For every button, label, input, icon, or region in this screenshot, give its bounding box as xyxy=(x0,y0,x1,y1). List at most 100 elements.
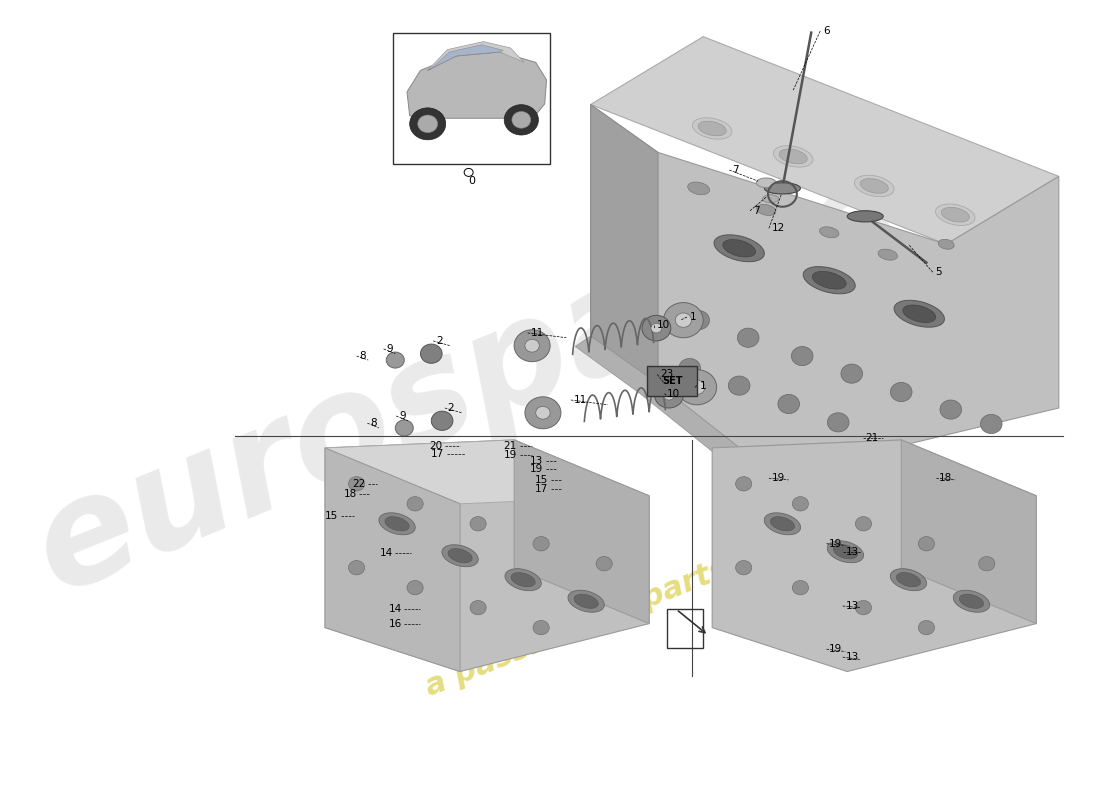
Circle shape xyxy=(827,413,849,432)
Text: 13: 13 xyxy=(846,546,859,557)
Text: 19: 19 xyxy=(829,644,843,654)
Circle shape xyxy=(525,397,561,429)
Ellipse shape xyxy=(385,517,409,531)
Ellipse shape xyxy=(568,590,604,612)
Text: 9: 9 xyxy=(386,344,393,354)
Ellipse shape xyxy=(847,210,883,222)
Text: 0: 0 xyxy=(468,176,475,186)
Polygon shape xyxy=(712,440,1036,504)
Text: 19: 19 xyxy=(771,474,785,483)
Ellipse shape xyxy=(757,205,776,215)
Ellipse shape xyxy=(896,573,921,587)
Ellipse shape xyxy=(942,207,969,222)
Text: 5: 5 xyxy=(935,267,942,278)
Ellipse shape xyxy=(855,175,894,197)
Circle shape xyxy=(737,328,759,347)
Circle shape xyxy=(534,537,549,551)
Ellipse shape xyxy=(860,178,889,194)
Circle shape xyxy=(675,313,692,327)
Circle shape xyxy=(979,557,994,571)
Circle shape xyxy=(596,557,613,571)
Ellipse shape xyxy=(834,545,858,559)
Ellipse shape xyxy=(512,573,536,587)
Circle shape xyxy=(940,400,961,419)
Ellipse shape xyxy=(878,249,898,260)
Polygon shape xyxy=(575,336,776,484)
Bar xyxy=(668,610,703,647)
Ellipse shape xyxy=(890,569,926,590)
Circle shape xyxy=(918,537,935,551)
Ellipse shape xyxy=(448,549,472,563)
Circle shape xyxy=(470,517,486,531)
Circle shape xyxy=(663,390,674,400)
Ellipse shape xyxy=(959,594,983,608)
Ellipse shape xyxy=(723,239,756,257)
Text: 13: 13 xyxy=(846,601,859,611)
Text: 19: 19 xyxy=(829,538,843,549)
Text: 10: 10 xyxy=(657,320,670,330)
Text: 15: 15 xyxy=(326,510,339,521)
Polygon shape xyxy=(407,52,547,118)
Text: 19: 19 xyxy=(504,450,517,460)
Polygon shape xyxy=(514,440,649,624)
Circle shape xyxy=(856,601,871,615)
Ellipse shape xyxy=(574,594,598,608)
Circle shape xyxy=(736,561,751,575)
Polygon shape xyxy=(658,153,1059,476)
Circle shape xyxy=(512,111,530,128)
Text: 17: 17 xyxy=(430,450,444,459)
Polygon shape xyxy=(326,440,649,504)
Ellipse shape xyxy=(773,146,813,167)
Text: 1: 1 xyxy=(690,312,696,322)
Ellipse shape xyxy=(803,266,855,294)
Polygon shape xyxy=(591,105,658,384)
Polygon shape xyxy=(901,440,1036,624)
Circle shape xyxy=(792,497,808,511)
Circle shape xyxy=(395,420,414,436)
Text: 8: 8 xyxy=(370,418,376,428)
Text: 17: 17 xyxy=(535,485,548,494)
Polygon shape xyxy=(712,440,1036,671)
Text: 7: 7 xyxy=(752,206,759,216)
Circle shape xyxy=(642,315,671,341)
Circle shape xyxy=(689,380,705,394)
Circle shape xyxy=(688,310,710,330)
Circle shape xyxy=(736,477,751,491)
Text: 18: 18 xyxy=(939,474,953,483)
Ellipse shape xyxy=(820,226,839,238)
Ellipse shape xyxy=(812,271,846,289)
Circle shape xyxy=(856,517,871,531)
Text: 2: 2 xyxy=(448,403,454,413)
Ellipse shape xyxy=(714,235,764,262)
Ellipse shape xyxy=(757,178,777,187)
Ellipse shape xyxy=(698,121,726,136)
Ellipse shape xyxy=(764,182,801,194)
Text: 2: 2 xyxy=(436,336,442,346)
Ellipse shape xyxy=(827,541,864,562)
Circle shape xyxy=(525,339,539,352)
Text: 8: 8 xyxy=(360,351,366,361)
Circle shape xyxy=(420,344,442,363)
Circle shape xyxy=(514,330,550,362)
Circle shape xyxy=(651,323,662,333)
Ellipse shape xyxy=(762,194,779,202)
Text: 15: 15 xyxy=(535,475,548,485)
Circle shape xyxy=(679,358,701,378)
Ellipse shape xyxy=(938,239,954,250)
Ellipse shape xyxy=(442,545,478,566)
Text: 1: 1 xyxy=(700,381,706,390)
Text: eurospares: eurospares xyxy=(15,146,923,622)
Circle shape xyxy=(792,581,808,595)
Text: 7: 7 xyxy=(732,165,738,175)
Text: a passion for parts since 1985: a passion for parts since 1985 xyxy=(421,481,913,702)
Polygon shape xyxy=(326,448,460,671)
Text: 9: 9 xyxy=(399,411,406,421)
Circle shape xyxy=(840,364,862,383)
Text: 18: 18 xyxy=(343,490,356,499)
Text: 21: 21 xyxy=(866,434,879,443)
Polygon shape xyxy=(326,440,649,671)
Circle shape xyxy=(418,115,438,133)
Circle shape xyxy=(918,621,935,634)
Circle shape xyxy=(890,382,912,402)
Ellipse shape xyxy=(903,305,936,322)
